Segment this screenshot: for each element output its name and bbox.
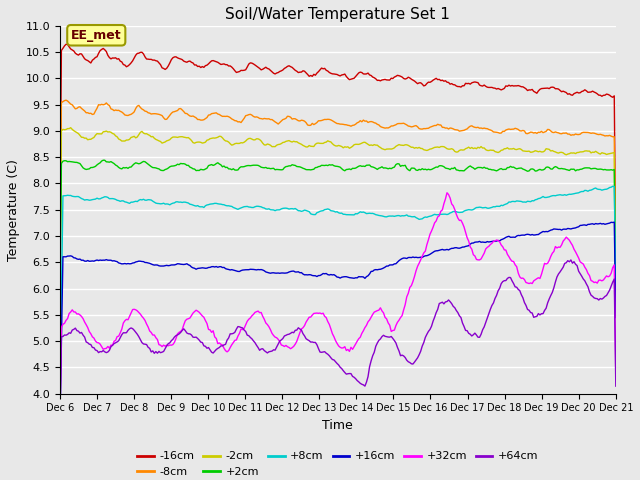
- -16cm: [301, 68, 308, 74]
- -8cm: [251, 114, 259, 120]
- +2cm: [99, 157, 107, 163]
- -2cm: [612, 300, 620, 306]
- -16cm: [242, 67, 250, 72]
- -2cm: [125, 136, 133, 142]
- Line: +16cm: +16cm: [60, 222, 616, 430]
- +2cm: [301, 166, 308, 172]
- -16cm: [62, 41, 70, 47]
- -16cm: [56, 233, 64, 239]
- +32cm: [443, 190, 451, 196]
- -16cm: [125, 62, 133, 68]
- -8cm: [56, 268, 64, 274]
- +16cm: [250, 266, 257, 272]
- +16cm: [612, 315, 620, 321]
- +8cm: [612, 288, 620, 294]
- +64cm: [250, 338, 257, 344]
- +32cm: [582, 267, 590, 273]
- -8cm: [582, 130, 590, 135]
- +16cm: [240, 267, 248, 273]
- +32cm: [299, 325, 307, 331]
- +64cm: [567, 257, 575, 263]
- -2cm: [67, 125, 74, 131]
- -2cm: [242, 138, 250, 144]
- +16cm: [124, 261, 132, 266]
- -8cm: [223, 113, 231, 119]
- +32cm: [221, 348, 229, 354]
- -2cm: [301, 143, 308, 149]
- +2cm: [223, 164, 231, 170]
- -8cm: [62, 97, 70, 103]
- -2cm: [223, 138, 231, 144]
- Line: -16cm: -16cm: [60, 44, 616, 264]
- +16cm: [581, 222, 589, 228]
- -2cm: [251, 137, 259, 143]
- -2cm: [582, 148, 590, 154]
- Title: Soil/Water Temperature Set 1: Soil/Water Temperature Set 1: [225, 7, 451, 22]
- +2cm: [251, 162, 259, 168]
- X-axis label: Time: Time: [323, 419, 353, 432]
- +64cm: [299, 331, 307, 336]
- Y-axis label: Temperature (C): Temperature (C): [7, 159, 20, 261]
- +64cm: [240, 327, 248, 333]
- +8cm: [250, 204, 257, 210]
- +2cm: [56, 307, 64, 313]
- -16cm: [582, 88, 590, 94]
- +8cm: [56, 397, 64, 403]
- Line: +2cm: +2cm: [60, 160, 616, 314]
- +64cm: [582, 281, 590, 287]
- +64cm: [612, 383, 620, 389]
- -8cm: [612, 289, 620, 295]
- -16cm: [612, 262, 620, 267]
- +8cm: [581, 188, 589, 193]
- +2cm: [242, 163, 250, 169]
- +16cm: [611, 219, 618, 225]
- -16cm: [223, 62, 231, 68]
- Text: EE_met: EE_met: [71, 29, 122, 42]
- +16cm: [56, 427, 64, 432]
- -8cm: [301, 118, 308, 124]
- +2cm: [582, 165, 590, 171]
- -2cm: [56, 286, 64, 291]
- Line: -2cm: -2cm: [60, 128, 616, 303]
- +8cm: [299, 208, 307, 214]
- Line: -8cm: -8cm: [60, 100, 616, 292]
- +8cm: [221, 203, 229, 208]
- Legend: -16cm, -8cm, -2cm, +2cm, +8cm, +16cm, +32cm, +64cm: -16cm, -8cm, -2cm, +2cm, +8cm, +16cm, +3…: [133, 447, 543, 480]
- +16cm: [299, 271, 307, 277]
- Line: +8cm: +8cm: [60, 186, 616, 400]
- +16cm: [221, 266, 229, 272]
- +32cm: [124, 317, 132, 323]
- -16cm: [251, 62, 259, 68]
- +8cm: [124, 200, 132, 205]
- +8cm: [609, 183, 616, 189]
- -8cm: [125, 112, 133, 118]
- +32cm: [240, 325, 248, 331]
- +32cm: [612, 373, 620, 379]
- +32cm: [250, 312, 257, 317]
- +8cm: [240, 204, 248, 210]
- +64cm: [56, 425, 64, 431]
- +2cm: [612, 311, 620, 317]
- -8cm: [242, 113, 250, 119]
- +64cm: [124, 327, 132, 333]
- Line: +64cm: +64cm: [60, 260, 616, 428]
- +64cm: [221, 341, 229, 347]
- +32cm: [56, 417, 64, 423]
- Line: +32cm: +32cm: [60, 193, 616, 420]
- +2cm: [125, 164, 133, 170]
